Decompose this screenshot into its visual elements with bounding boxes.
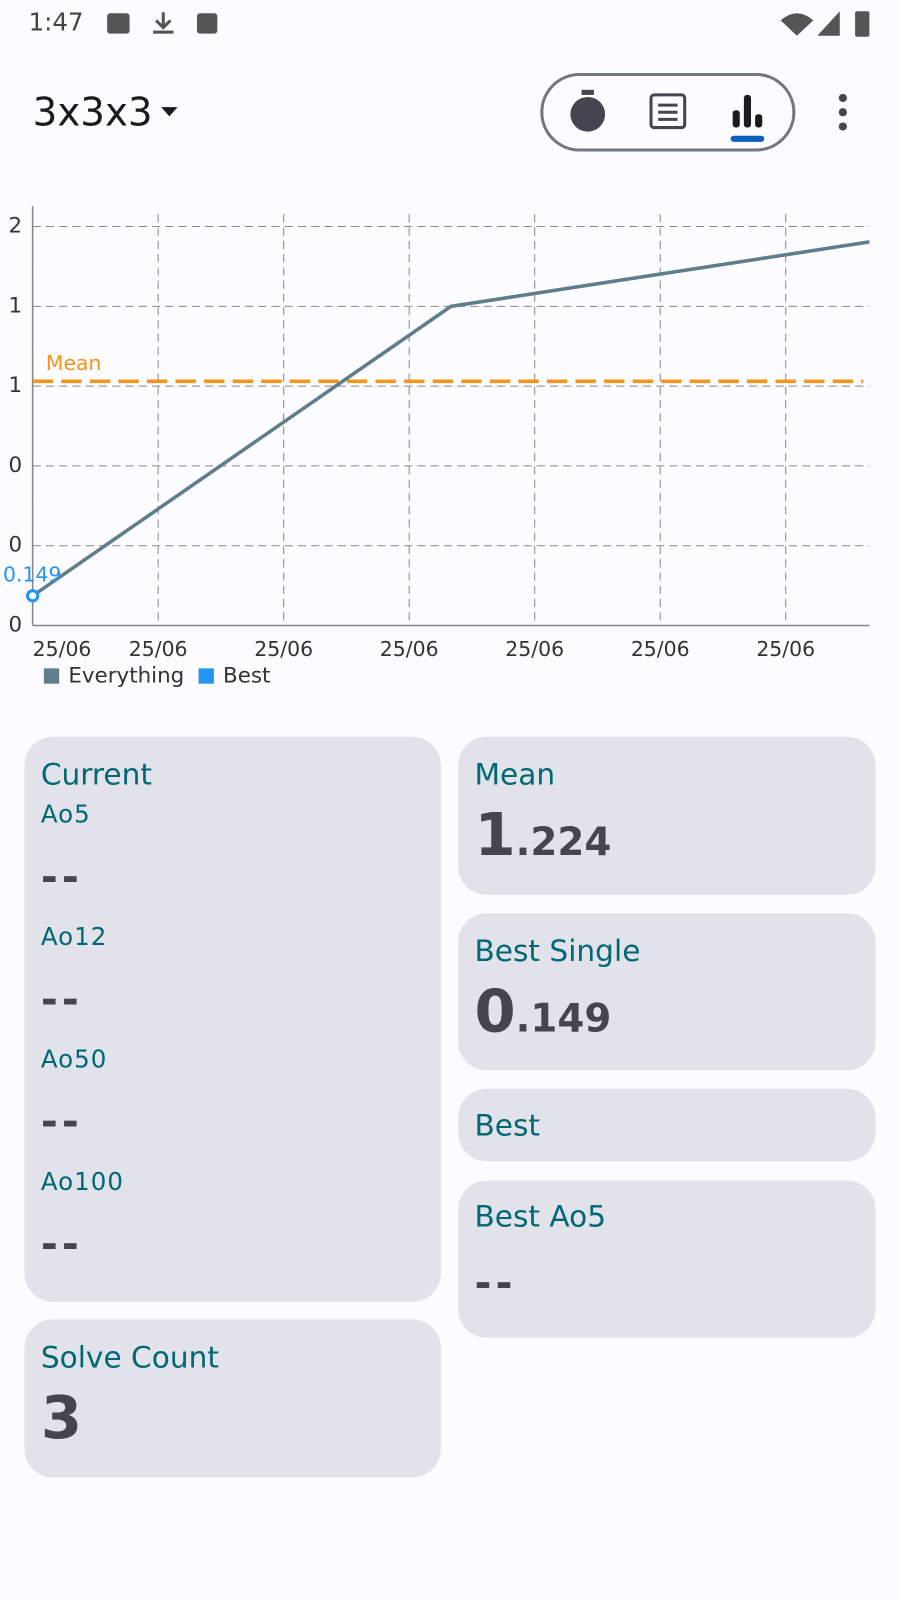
toolbar-icons: [161, 72, 847, 152]
mean-label: Mean: [46, 351, 102, 375]
legend-label: Best: [223, 664, 270, 689]
y-tick-label: 2: [8, 214, 22, 239]
mean-card: Mean 1.224: [458, 736, 876, 895]
card-title: Mean: [474, 757, 556, 792]
x-tick-label: 25/06: [756, 637, 815, 661]
card-title: Best: [474, 1108, 541, 1143]
x-tick-label: 25/06: [129, 637, 188, 661]
card-title: Best Single: [474, 933, 641, 969]
toolbar-title[interactable]: 3x3x3: [32, 89, 153, 135]
row-label: Ao100: [40, 1167, 124, 1196]
list-tab[interactable]: [649, 93, 687, 130]
solve-count-card: Solve Count 3: [24, 1319, 441, 1478]
card-value: 1: [474, 799, 516, 870]
x-tick-label: 25/06: [505, 637, 564, 661]
legend-swatch: [43, 668, 60, 684]
point: [26, 589, 40, 603]
timer-tab[interactable]: [570, 89, 606, 132]
status-icons: [107, 11, 870, 37]
row-label: Ao12: [40, 922, 108, 952]
card-value: 0: [474, 976, 516, 1046]
row-value: --: [40, 1221, 83, 1269]
y-tick-label: 1: [8, 373, 22, 398]
current-card: Current Ao5 -- Ao12 -- Ao50 -- Ao100 --: [24, 736, 441, 1303]
y-tick-label: 0: [8, 533, 22, 558]
legend-swatch: [198, 668, 214, 684]
row-value: --: [40, 1098, 83, 1146]
legend-label: Everything: [68, 664, 184, 689]
card-title: Current: [40, 757, 152, 792]
card-value: --: [474, 1260, 517, 1308]
chart: 0 0 0 1 1 2 25/06 25/06 25/06 25/06 25/06 25/06 25/0…: [3, 206, 870, 689]
best-ao5-card: Best Ao5 --: [458, 1180, 876, 1338]
x-tick-label: 25/06: [380, 637, 439, 661]
card-value-fraction: .149: [515, 995, 612, 1041]
best-single-card: Best Single 0.149: [458, 913, 876, 1071]
row-label: Ao50: [40, 1044, 108, 1074]
more-menu[interactable]: [838, 93, 847, 131]
x-tick-label: 25/06: [254, 637, 313, 661]
row-label: Ao5: [40, 799, 91, 829]
status-time: 1:47: [28, 8, 84, 37]
best-card: Best: [458, 1088, 876, 1162]
row-value: --: [40, 854, 83, 902]
card-title: Best Ao5: [474, 1198, 607, 1234]
dropdown-arrow[interactable]: [161, 107, 178, 117]
x-tick-label: 25/06: [631, 637, 690, 661]
data-label: 0.149: [3, 562, 61, 586]
y-tick-label: 0: [8, 453, 22, 478]
card-value: 3: [40, 1382, 82, 1453]
card-title: Solve Count: [40, 1339, 219, 1375]
mode-switch: [540, 72, 796, 152]
y-tick-label: 0: [8, 613, 22, 638]
series-line: [31, 240, 870, 598]
row-value: --: [40, 976, 83, 1024]
card-value-fraction: .224: [515, 819, 612, 865]
x-tick-label: 25/06: [33, 637, 92, 661]
stats-tab[interactable]: [730, 94, 765, 142]
y-tick-label: 1: [8, 293, 22, 318]
